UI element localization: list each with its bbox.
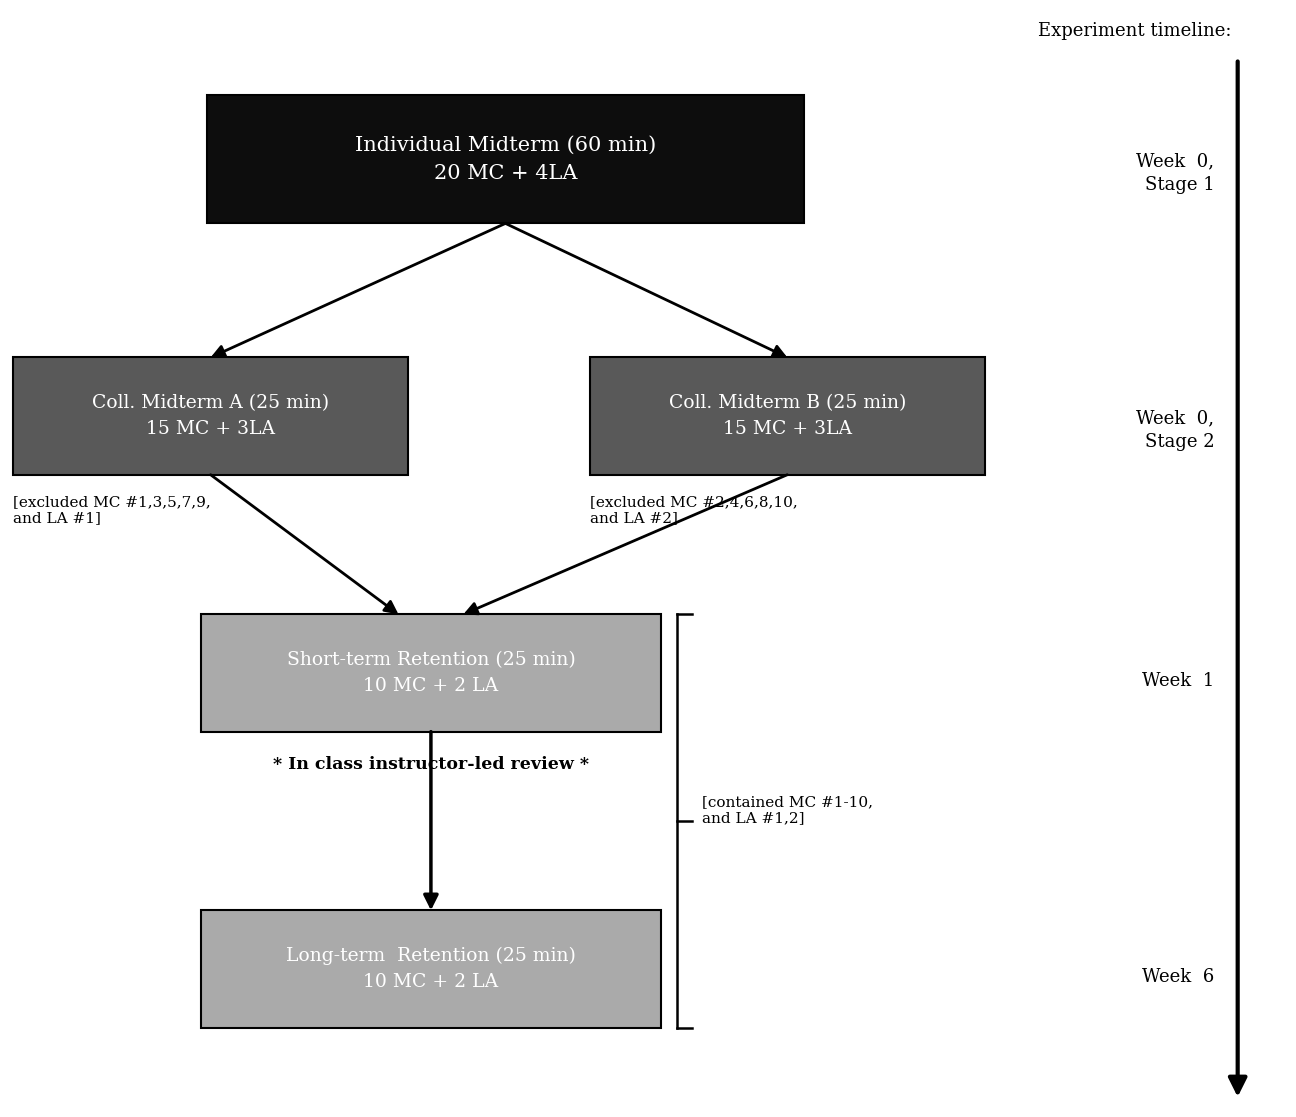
Text: Individual Midterm (60 min)
20 MC + 4LA: Individual Midterm (60 min) 20 MC + 4LA <box>355 135 656 183</box>
FancyBboxPatch shape <box>207 95 804 223</box>
Text: * In class instructor-led review *: * In class instructor-led review * <box>273 756 588 773</box>
Text: Experiment timeline:: Experiment timeline: <box>1038 22 1231 40</box>
Text: Week  0,
Stage 2: Week 0, Stage 2 <box>1137 409 1214 451</box>
Text: Week  0,
Stage 1: Week 0, Stage 1 <box>1137 152 1214 194</box>
Text: Coll. Midterm B (25 min)
15 MC + 3LA: Coll. Midterm B (25 min) 15 MC + 3LA <box>669 394 906 438</box>
Text: [contained MC #1-10,
and LA #1,2]: [contained MC #1-10, and LA #1,2] <box>702 794 874 825</box>
FancyBboxPatch shape <box>201 910 661 1028</box>
Text: Coll. Midterm A (25 min)
15 MC + 3LA: Coll. Midterm A (25 min) 15 MC + 3LA <box>92 394 329 438</box>
Text: Short-term Retention (25 min)
10 MC + 2 LA: Short-term Retention (25 min) 10 MC + 2 … <box>286 651 575 695</box>
FancyBboxPatch shape <box>13 357 408 475</box>
Text: [excluded MC #1,3,5,7,9,
and LA #1]: [excluded MC #1,3,5,7,9, and LA #1] <box>13 495 211 525</box>
Text: [excluded MC #2,4,6,8,10,
and LA #2]: [excluded MC #2,4,6,8,10, and LA #2] <box>590 495 797 525</box>
FancyBboxPatch shape <box>201 614 661 732</box>
Text: Week  6: Week 6 <box>1142 968 1214 986</box>
Text: Long-term  Retention (25 min)
10 MC + 2 LA: Long-term Retention (25 min) 10 MC + 2 L… <box>286 947 575 991</box>
FancyBboxPatch shape <box>590 357 985 475</box>
Text: Week  1: Week 1 <box>1142 672 1214 690</box>
